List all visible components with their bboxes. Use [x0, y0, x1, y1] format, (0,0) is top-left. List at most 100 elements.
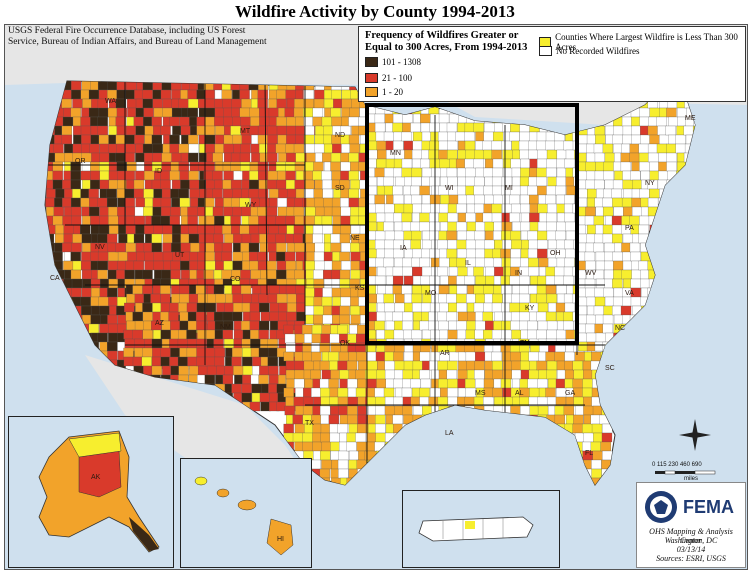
county-cell	[666, 107, 677, 118]
county-cell	[638, 224, 649, 235]
county-cell	[577, 332, 589, 343]
county-cell	[249, 302, 261, 313]
county-cell	[456, 477, 467, 485]
county-cell	[310, 369, 321, 380]
county-cell	[81, 287, 92, 298]
county-cell	[348, 116, 359, 127]
county-cell	[528, 266, 539, 277]
county-cell	[447, 239, 458, 250]
county-cell	[465, 329, 476, 340]
county-cell	[447, 378, 458, 389]
county-cell	[456, 414, 468, 425]
county-cell	[519, 275, 530, 286]
county-cell	[402, 113, 413, 124]
county-cell	[222, 224, 233, 235]
county-cell	[474, 194, 485, 205]
county-cell	[107, 314, 118, 325]
county-cell	[80, 170, 91, 181]
county-cell	[315, 206, 326, 217]
county-cell	[230, 161, 241, 172]
county-cell	[178, 143, 190, 154]
county-cell	[665, 197, 676, 208]
county-cell	[249, 320, 260, 331]
county-cell	[340, 296, 351, 307]
county-cell	[537, 230, 548, 241]
legend: Frequency of Wildfires Greater or Equal …	[358, 26, 746, 102]
county-cell	[294, 179, 305, 190]
county-cell	[510, 414, 521, 425]
county-cell	[685, 215, 695, 226]
county-cell	[665, 332, 676, 343]
county-cell	[492, 360, 503, 371]
county-cell	[546, 158, 557, 169]
county-cell	[339, 278, 350, 289]
county-cell	[313, 188, 324, 199]
county-cell	[232, 206, 243, 217]
county-cell	[649, 314, 660, 325]
county-cell	[546, 329, 557, 340]
county-cell	[491, 302, 503, 313]
state-label-ut: UT	[175, 252, 185, 259]
county-cell	[702, 252, 712, 261]
state-label-ca: CA	[50, 275, 60, 282]
county-cell	[563, 405, 575, 416]
county-cell	[118, 233, 129, 244]
county-cell	[448, 266, 460, 277]
county-cell	[539, 450, 550, 461]
county-cell	[123, 329, 134, 340]
county-cell	[350, 242, 361, 253]
county-cell	[81, 134, 92, 145]
county-cell	[171, 242, 182, 253]
county-cell	[473, 158, 484, 169]
county-cell	[187, 215, 198, 226]
county-cell	[457, 329, 468, 340]
county-cell	[321, 116, 333, 127]
scale-unit: miles	[684, 476, 699, 482]
county-cell	[546, 432, 557, 443]
state-label-oh: OH	[550, 250, 561, 257]
county-cell	[519, 176, 531, 187]
county-cell	[240, 284, 252, 295]
county-cell	[293, 233, 304, 244]
legend-label: 21 - 100	[382, 73, 412, 83]
county-cell	[393, 140, 404, 151]
county-cell	[241, 98, 252, 109]
county-cell	[153, 260, 164, 271]
county-cell	[467, 423, 478, 434]
county-cell	[630, 278, 641, 289]
county-cell	[593, 143, 605, 154]
county-cell	[276, 260, 288, 271]
county-cell	[205, 356, 216, 367]
county-cell	[612, 224, 623, 235]
county-cell	[638, 233, 649, 244]
county-cell	[97, 81, 109, 91]
county-cell	[555, 302, 567, 313]
county-cell	[564, 441, 576, 452]
county-cell	[456, 302, 467, 313]
county-cell	[500, 423, 511, 434]
county-cell	[484, 239, 495, 250]
county-cell	[142, 143, 154, 154]
county-cell	[302, 441, 313, 452]
county-cell	[267, 338, 278, 349]
county-cell	[419, 387, 430, 398]
county-cell	[70, 251, 81, 262]
county-cell	[449, 405, 460, 416]
county-cell	[170, 260, 181, 271]
county-cell	[331, 260, 343, 271]
county-cell	[267, 170, 279, 181]
county-cell	[124, 152, 135, 163]
county-cell	[666, 296, 677, 307]
county-cell	[205, 347, 216, 358]
state-boundary-line	[264, 81, 268, 296]
county-cell	[509, 131, 520, 142]
county-cell	[601, 387, 612, 398]
county-cell	[675, 197, 686, 208]
county-cell	[475, 275, 486, 286]
county-cell	[693, 242, 695, 253]
county-cell	[638, 143, 649, 154]
county-cell	[685, 296, 695, 307]
county-cell	[177, 356, 189, 367]
county-cell	[465, 212, 476, 223]
county-cell	[321, 459, 332, 470]
